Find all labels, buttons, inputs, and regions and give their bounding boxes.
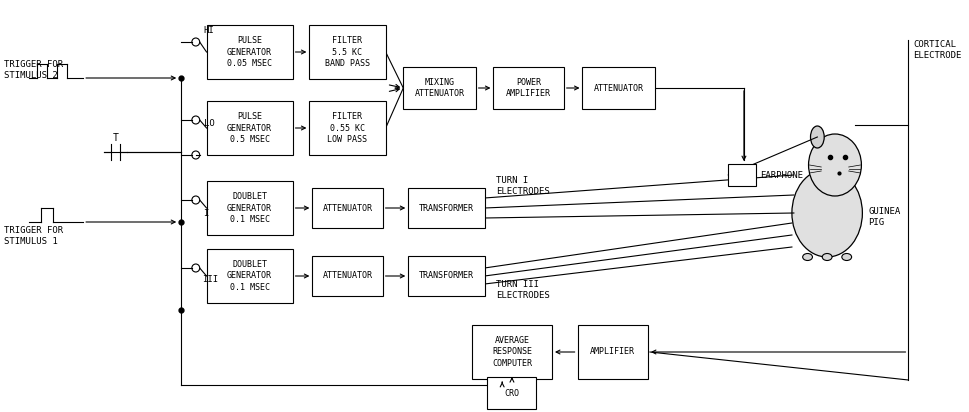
- Text: FILTER
0.55 KC
LOW PASS: FILTER 0.55 KC LOW PASS: [328, 112, 367, 144]
- FancyBboxPatch shape: [206, 25, 293, 79]
- Text: LO: LO: [203, 119, 214, 127]
- FancyBboxPatch shape: [408, 188, 484, 228]
- FancyBboxPatch shape: [206, 101, 293, 155]
- Text: TURN I
ELECTRODES: TURN I ELECTRODES: [496, 176, 550, 196]
- Text: ATTENUATOR: ATTENUATOR: [594, 84, 643, 93]
- Text: EARPHONE: EARPHONE: [761, 171, 803, 180]
- Text: PULSE
GENERATOR
0.5 MSEC: PULSE GENERATOR 0.5 MSEC: [227, 112, 272, 144]
- Text: DOUBLET
GENERATOR
0.1 MSEC: DOUBLET GENERATOR 0.1 MSEC: [227, 260, 272, 292]
- FancyBboxPatch shape: [487, 377, 537, 409]
- Text: PULSE
GENERATOR
0.05 MSEC: PULSE GENERATOR 0.05 MSEC: [227, 36, 272, 68]
- Ellipse shape: [810, 126, 825, 148]
- Text: HI: HI: [203, 26, 214, 35]
- FancyBboxPatch shape: [403, 67, 476, 109]
- Ellipse shape: [802, 253, 812, 260]
- FancyBboxPatch shape: [408, 256, 484, 296]
- Text: AVERAGE
RESPONSE
COMPUTER: AVERAGE RESPONSE COMPUTER: [492, 337, 532, 368]
- Text: ATTENUATOR: ATTENUATOR: [323, 272, 372, 281]
- Text: CRO: CRO: [505, 389, 519, 398]
- FancyBboxPatch shape: [578, 325, 648, 379]
- Text: T: T: [112, 133, 118, 143]
- Text: TURN III
ELECTRODES: TURN III ELECTRODES: [496, 280, 550, 300]
- FancyBboxPatch shape: [309, 25, 386, 79]
- Ellipse shape: [842, 253, 852, 260]
- Ellipse shape: [823, 253, 832, 260]
- Ellipse shape: [808, 134, 861, 196]
- Text: CORTICAL
ELECTRODE: CORTICAL ELECTRODE: [914, 40, 961, 60]
- FancyBboxPatch shape: [493, 67, 564, 109]
- Text: TRANSFORMER: TRANSFORMER: [419, 204, 474, 213]
- FancyBboxPatch shape: [206, 181, 293, 235]
- Text: TRIGGER FOR
STIMULUS 1: TRIGGER FOR STIMULUS 1: [4, 226, 63, 246]
- FancyBboxPatch shape: [206, 249, 293, 303]
- Text: FILTER
5.5 KC
BAND PASS: FILTER 5.5 KC BAND PASS: [325, 36, 370, 68]
- Ellipse shape: [792, 169, 862, 257]
- FancyBboxPatch shape: [309, 101, 386, 155]
- FancyBboxPatch shape: [312, 188, 383, 228]
- Text: DOUBLET
GENERATOR
0.1 MSEC: DOUBLET GENERATOR 0.1 MSEC: [227, 192, 272, 224]
- Text: POWER
AMPLIFIER: POWER AMPLIFIER: [506, 78, 551, 98]
- FancyBboxPatch shape: [729, 164, 756, 186]
- Text: TRANSFORMER: TRANSFORMER: [419, 272, 474, 281]
- FancyBboxPatch shape: [472, 325, 552, 379]
- Text: AMPLIFIER: AMPLIFIER: [590, 347, 636, 356]
- Text: GUINEA
PIG: GUINEA PIG: [868, 207, 900, 227]
- Text: MIXING
ATTENUATOR: MIXING ATTENUATOR: [415, 78, 464, 98]
- Text: ATTENUATOR: ATTENUATOR: [323, 204, 372, 213]
- FancyBboxPatch shape: [312, 256, 383, 296]
- FancyBboxPatch shape: [582, 67, 655, 109]
- Text: III: III: [202, 276, 218, 285]
- Text: TRIGGER FOR
STIMULUS 2: TRIGGER FOR STIMULUS 2: [4, 60, 63, 80]
- Text: I: I: [203, 208, 209, 218]
